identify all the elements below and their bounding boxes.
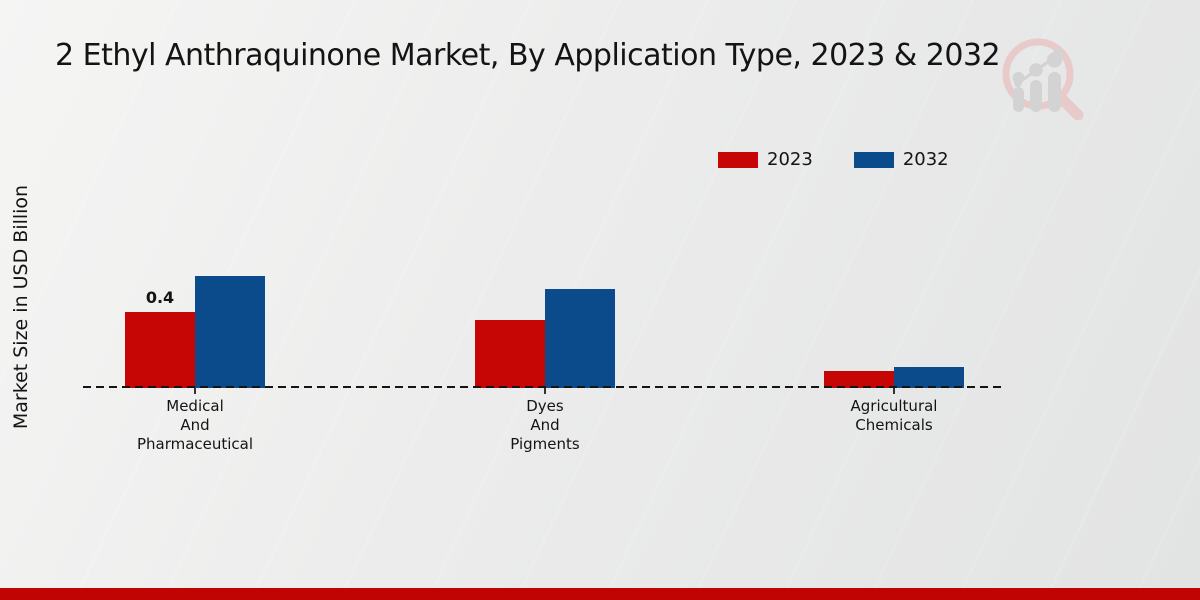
- bar-2023-agricultural-chemicals: [824, 371, 894, 388]
- bar-value-label: 0.4: [145, 288, 175, 307]
- x-axis-tick: [544, 388, 546, 394]
- bar-2032-medical-and-pharmaceutical: [195, 276, 265, 388]
- x-axis-baseline: [83, 386, 1005, 388]
- bar-2023-dyes-and-pigments: [475, 320, 545, 388]
- legend-item-2023: 2023: [718, 149, 813, 170]
- legend: 2023 2032: [718, 149, 949, 170]
- category-label: Medical And Pharmaceutical: [136, 397, 254, 453]
- chart-title: 2 Ethyl Anthraquinone Market, By Applica…: [55, 38, 1001, 73]
- legend-swatch-2032: [853, 151, 894, 168]
- footer-accent-bar: [0, 588, 1200, 600]
- brand-watermark-icon: [1002, 38, 1084, 120]
- x-axis-tick: [194, 388, 196, 394]
- x-axis-tick: [893, 388, 895, 394]
- bar-2023-medical-and-pharmaceutical: [125, 312, 195, 388]
- category-label: Agricultural Chemicals: [850, 397, 938, 434]
- bar-2032-dyes-and-pigments: [545, 289, 615, 388]
- legend-item-2032: 2032: [853, 149, 949, 170]
- legend-label-2032: 2032: [902, 149, 949, 170]
- legend-swatch-2023: [718, 151, 758, 168]
- legend-label-2023: 2023: [767, 149, 813, 170]
- bar-2032-agricultural-chemicals: [894, 367, 964, 388]
- category-label: Dyes And Pigments: [510, 397, 580, 453]
